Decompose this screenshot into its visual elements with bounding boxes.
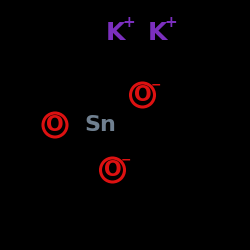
Text: Sn: Sn xyxy=(84,115,116,135)
Text: O: O xyxy=(46,115,64,135)
Text: K: K xyxy=(148,20,167,44)
Text: +: + xyxy=(122,15,135,30)
Text: K: K xyxy=(105,20,125,44)
Text: O: O xyxy=(104,160,121,180)
Text: −: − xyxy=(151,78,162,92)
Text: −: − xyxy=(121,154,132,166)
Text: +: + xyxy=(165,15,177,30)
Text: O: O xyxy=(134,85,151,105)
